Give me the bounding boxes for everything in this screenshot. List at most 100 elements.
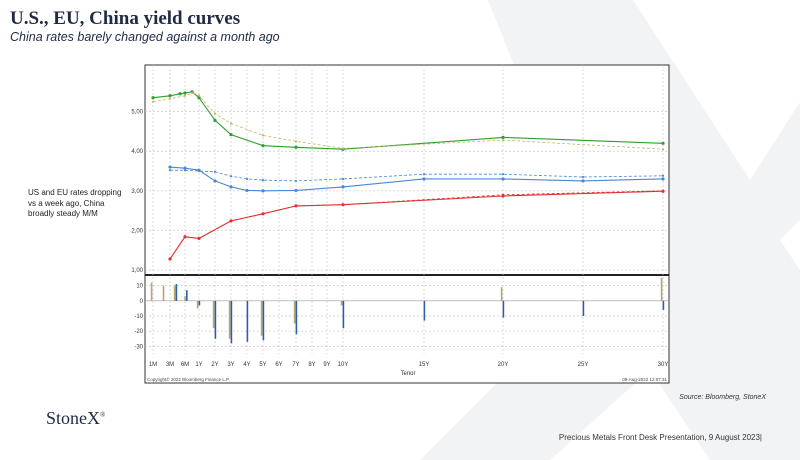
bar-blue-11 <box>423 300 426 321</box>
series-3-point-8 <box>341 177 345 181</box>
series-2-point-12 <box>661 177 665 181</box>
bar-blue-13 <box>582 300 585 316</box>
bar-y-tick-10: 10 <box>136 284 143 290</box>
series-1-point-10 <box>501 139 505 142</box>
series-line-1 <box>152 92 664 150</box>
bar-gold-12 <box>500 287 503 301</box>
series-2-point-6 <box>261 189 265 193</box>
bar-gold-0 <box>150 282 153 301</box>
y-tick-2: 2,00 <box>131 228 143 234</box>
x-tick-2Y: 2Y <box>211 362 218 368</box>
chart-timestamp: 09-Aug-2022 12:07:31 <box>622 377 667 382</box>
yield-curve-chart: 1M 3M 6M 1Y 2Y 3Y 4Y 5Y 6Y 7Y 8Y 9Y 10Y 15Y 20Y 25Y 30Y T… <box>128 62 673 387</box>
series-3-point-9 <box>422 173 426 176</box>
series-3-point-1 <box>183 169 187 172</box>
series-3-point-12 <box>661 174 665 177</box>
bar-y-tick-0: 0 <box>140 299 144 305</box>
series-2-point-9 <box>422 177 426 181</box>
series-1-point-6 <box>229 122 233 125</box>
series-2-point-0 <box>168 165 172 169</box>
series-5-point-4 <box>261 212 265 215</box>
bar-gold-8 <box>260 300 263 336</box>
series-2-point-11 <box>581 179 585 183</box>
bar-gold-9 <box>293 300 296 324</box>
y-tick-5: 5,00 <box>131 110 143 116</box>
series-3-point-5 <box>245 177 249 181</box>
bar-y-tick--20: -20 <box>134 329 143 335</box>
series-5-point-3 <box>229 219 233 223</box>
series-5-point-6 <box>341 203 345 206</box>
series-1-point-3 <box>190 91 194 95</box>
series-1-point-9 <box>341 147 345 150</box>
x-tick-7Y: 7Y <box>292 362 299 368</box>
series-0-point-11 <box>501 135 505 139</box>
bar-gold-4 <box>196 300 199 309</box>
y-tick-3: 3,00 <box>131 189 143 195</box>
series-1-point-0 <box>151 100 155 103</box>
bar-blue-5 <box>214 300 217 339</box>
x-tick-5Y: 5Y <box>259 362 266 368</box>
chart-frame <box>144 64 670 384</box>
chart-svg: 1M 3M 6M 1Y 2Y 3Y 4Y 5Y 6Y 7Y 8Y 9Y 10Y 15Y 20Y 25Y 30Y T… <box>131 64 670 384</box>
stonex-logo: StoneX® <box>46 408 106 428</box>
series-0-point-8 <box>261 144 265 148</box>
bar-blue-8 <box>262 300 265 341</box>
series-1-point-4 <box>197 94 201 97</box>
series-2-point-5 <box>245 188 249 193</box>
x-tick-1M: 1M <box>149 362 157 368</box>
bar-blue-10 <box>342 300 345 329</box>
bar-blue-2 <box>175 284 178 301</box>
series-0-point-7 <box>229 132 233 137</box>
y-tick-1: 1,00 <box>131 268 143 274</box>
series-0-point-3 <box>183 91 187 95</box>
bar-blue-9 <box>295 300 298 335</box>
series-2-point-4 <box>229 185 233 189</box>
series-0-point-1 <box>168 94 172 98</box>
series-1-point-11 <box>661 148 665 151</box>
x-tick-8Y: 8Y <box>308 362 315 368</box>
series-1-point-2 <box>183 94 187 97</box>
footer-text: Precious Metals Front Desk Presentation,… <box>558 433 762 442</box>
series-5-point-1 <box>183 235 187 238</box>
bar-y-tick--10: -10 <box>134 314 143 320</box>
bar-blue-3 <box>186 290 188 301</box>
bar-gold-10 <box>340 300 343 306</box>
series-0-point-12 <box>661 141 665 145</box>
series-0-point-0 <box>151 96 155 100</box>
series-2-point-8 <box>341 185 345 189</box>
series-3-point-4 <box>229 175 233 178</box>
source-note: Source: Bloomberg, StoneX <box>679 394 766 401</box>
series-5-point-7 <box>501 193 505 196</box>
x-tick-30Y: 30Y <box>658 362 669 368</box>
x-tick-9Y: 9Y <box>323 362 330 368</box>
series-0-point-5 <box>197 96 201 100</box>
x-tick-10Y: 10Y <box>338 362 349 368</box>
series-5-point-0 <box>168 257 172 261</box>
series-1-point-1 <box>168 97 172 101</box>
x-tick-4Y: 4Y <box>243 362 250 368</box>
bar-blue-14 <box>662 300 665 310</box>
series-2-point-1 <box>183 166 187 170</box>
bar-blue-4 <box>198 300 201 306</box>
page-subtitle: China rates barely changed against a mon… <box>10 30 280 44</box>
series-5-point-2 <box>197 237 201 240</box>
series-3-point-11 <box>581 175 585 179</box>
series-0-point-6 <box>213 118 217 122</box>
series-3-point-7 <box>294 179 298 183</box>
bar-gold-5 <box>212 300 215 329</box>
series-3-point-6 <box>261 179 265 182</box>
series-5-point-8 <box>661 189 665 192</box>
series-2-point-7 <box>294 188 298 193</box>
series-0-point-9 <box>294 145 298 149</box>
series-3-point-0 <box>168 169 172 172</box>
x-tick-6Y: 6Y <box>275 362 282 368</box>
bar-blue-6 <box>230 300 233 344</box>
series-1-point-5 <box>213 112 217 115</box>
bar-blue-12 <box>502 300 505 318</box>
chart-copyright: Copyright© 2022 Bloomberg Finance L.P. <box>147 376 230 382</box>
bar-gold-1 <box>162 285 165 301</box>
x-axis-label: Tenor <box>400 371 415 377</box>
x-tick-25Y: 25Y <box>578 362 589 368</box>
series-5-point-5 <box>294 204 298 207</box>
y-tick-4: 4,00 <box>131 149 143 155</box>
